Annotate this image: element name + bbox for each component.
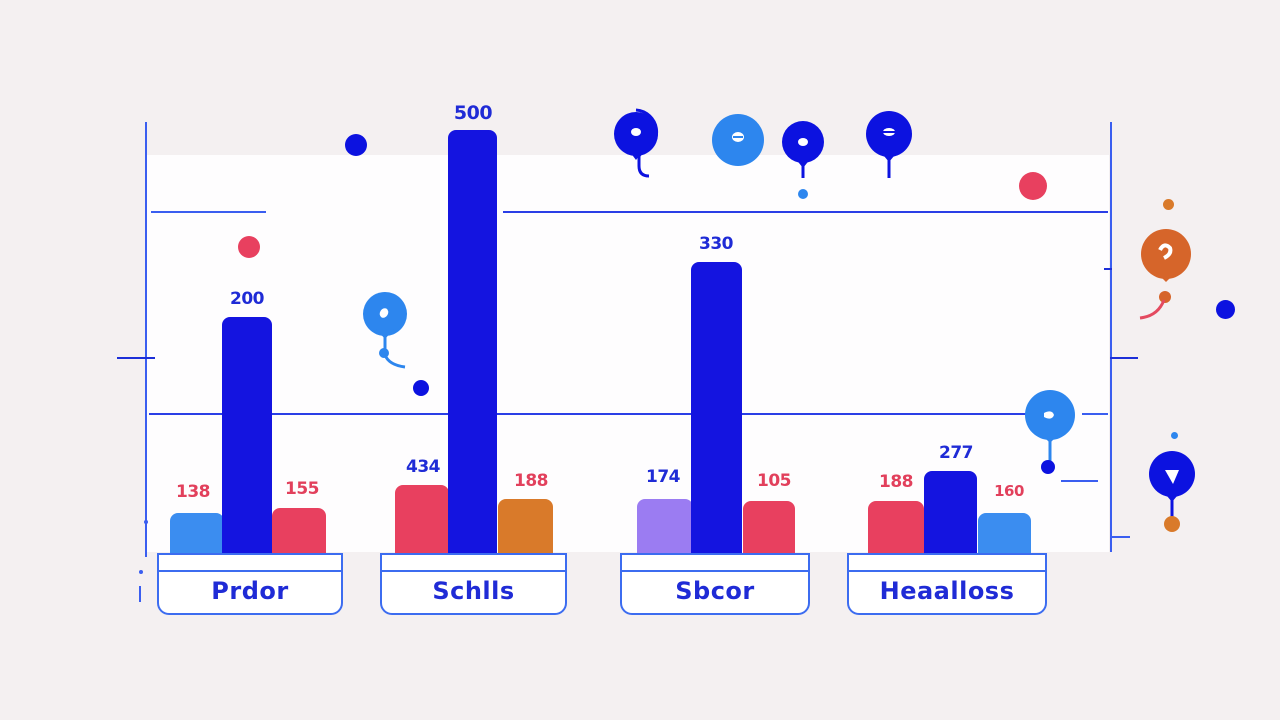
bar-sbcor-right[interactable]	[743, 501, 795, 553]
bar-heaalloss-left[interactable]	[868, 501, 924, 553]
category-box-divider	[622, 570, 808, 572]
category-box-divider	[382, 570, 565, 572]
pin-icon	[1149, 451, 1195, 532]
value-label: 174	[646, 467, 681, 487]
category-box-top	[620, 553, 810, 555]
value-label: 330	[699, 234, 734, 254]
value-label: 277	[939, 443, 974, 463]
value-label: 434	[406, 457, 441, 477]
category-label-box: Heaalloss	[847, 553, 1047, 615]
category-box-top	[847, 553, 1047, 555]
pin-icon	[712, 114, 764, 166]
category-label-box: Prdor	[157, 553, 343, 615]
bar-schlls-left[interactable]	[395, 485, 449, 553]
axis-mark	[144, 520, 148, 524]
pin-icon	[614, 108, 659, 178]
axis-mark	[139, 570, 143, 574]
dot-marker	[1216, 300, 1235, 319]
bar-sbcor-left[interactable]	[637, 499, 693, 553]
bar-prdor-center[interactable]	[222, 317, 272, 553]
value-label: 138	[176, 482, 211, 502]
value-label: 500	[453, 102, 493, 124]
left-axis	[145, 122, 147, 557]
right-axis-tick	[1104, 268, 1112, 270]
gridline	[1061, 480, 1098, 482]
bar-heaalloss-center[interactable]	[924, 471, 977, 553]
dot-marker	[1163, 199, 1174, 210]
category-label-box: Sbcor	[620, 553, 810, 615]
right-axis	[1110, 122, 1112, 552]
value-label: 105	[757, 471, 792, 491]
dot-marker	[238, 236, 260, 258]
value-label: 188	[514, 471, 549, 491]
pin-icon	[1139, 229, 1191, 320]
right-axis-tick	[1110, 357, 1138, 359]
bar-schlls-right[interactable]	[498, 499, 553, 553]
dot-marker	[1171, 432, 1178, 439]
dot-marker	[1019, 172, 1047, 200]
axis-mark	[139, 586, 141, 602]
bar-prdor-right[interactable]	[272, 508, 326, 553]
gridline	[503, 211, 1108, 213]
dot-marker	[413, 380, 429, 396]
value-label: 200	[230, 289, 265, 309]
pin-icon	[866, 111, 912, 178]
category-box-divider	[159, 570, 341, 572]
category-box-divider	[849, 570, 1045, 572]
bar-prdor-left[interactable]	[170, 513, 224, 553]
category-label: Sbcor	[675, 577, 755, 605]
category-label-box: Schlls	[380, 553, 567, 615]
value-label: 155	[285, 479, 320, 499]
bar-sbcor-center[interactable]	[691, 262, 742, 553]
category-box-top	[157, 553, 343, 555]
dot-marker	[798, 189, 808, 199]
bar-heaalloss-right[interactable]	[978, 513, 1031, 553]
category-label: Schlls	[432, 577, 515, 605]
gridline	[151, 211, 266, 213]
gridline	[1082, 413, 1108, 415]
category-box-top	[380, 553, 567, 555]
left-axis-tick	[117, 357, 155, 359]
category-label: Heaalloss	[879, 577, 1015, 605]
value-label: 160	[994, 482, 1024, 500]
value-label: 188	[879, 472, 914, 492]
pin-icon	[1025, 390, 1075, 474]
pin-icon	[363, 292, 407, 369]
right-axis-tick	[1110, 536, 1130, 538]
gridline	[149, 413, 1029, 415]
pin-icon	[782, 121, 824, 178]
bar-schlls-center[interactable]	[448, 130, 497, 553]
dot-marker	[345, 134, 367, 156]
category-label: Prdor	[211, 577, 289, 605]
